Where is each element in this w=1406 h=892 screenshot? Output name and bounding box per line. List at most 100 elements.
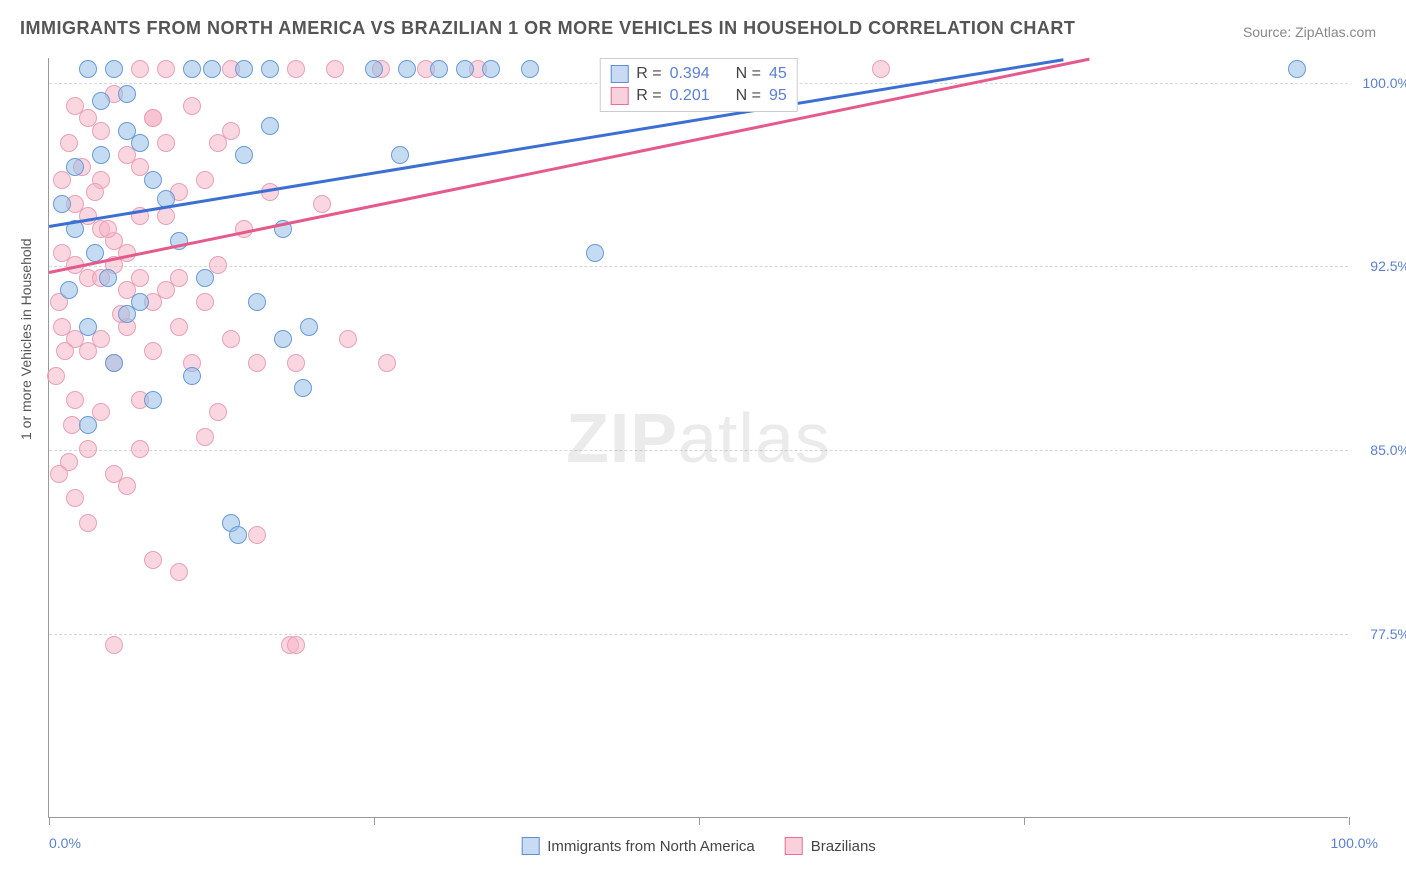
data-point-north-america bbox=[183, 367, 201, 385]
data-point-brazilians bbox=[378, 354, 396, 372]
legend-swatch bbox=[610, 87, 628, 105]
data-point-brazilians bbox=[170, 318, 188, 336]
data-point-north-america bbox=[521, 60, 539, 78]
legend-r-value: 0.394 bbox=[670, 63, 710, 85]
data-point-north-america bbox=[274, 330, 292, 348]
data-point-brazilians bbox=[196, 171, 214, 189]
legend-item: Brazilians bbox=[785, 837, 876, 855]
legend-n-value: 95 bbox=[769, 85, 787, 107]
data-point-north-america bbox=[105, 354, 123, 372]
watermark-bold: ZIP bbox=[566, 399, 678, 477]
data-point-north-america bbox=[79, 60, 97, 78]
data-point-brazilians bbox=[326, 60, 344, 78]
data-point-brazilians bbox=[248, 354, 266, 372]
x-tick-mark bbox=[374, 817, 375, 825]
chart-title: IMMIGRANTS FROM NORTH AMERICA VS BRAZILI… bbox=[20, 18, 1075, 39]
data-point-north-america bbox=[1288, 60, 1306, 78]
data-point-brazilians bbox=[222, 122, 240, 140]
data-point-brazilians bbox=[60, 134, 78, 152]
data-point-brazilians bbox=[313, 195, 331, 213]
data-point-brazilians bbox=[66, 391, 84, 409]
data-point-brazilians bbox=[287, 636, 305, 654]
legend-n-label: N = bbox=[736, 63, 761, 85]
data-point-north-america bbox=[66, 158, 84, 176]
legend-r-label: R = bbox=[636, 63, 661, 85]
source-attribution: Source: ZipAtlas.com bbox=[1243, 24, 1376, 40]
gridline bbox=[49, 450, 1348, 451]
data-point-north-america bbox=[183, 60, 201, 78]
data-point-brazilians bbox=[157, 134, 175, 152]
data-point-brazilians bbox=[118, 477, 136, 495]
data-point-north-america bbox=[118, 85, 136, 103]
data-point-north-america bbox=[261, 117, 279, 135]
legend-item: Immigrants from North America bbox=[521, 837, 755, 855]
data-point-brazilians bbox=[144, 109, 162, 127]
data-point-brazilians bbox=[66, 489, 84, 507]
gridline bbox=[49, 634, 1348, 635]
data-point-north-america bbox=[398, 60, 416, 78]
correlation-legend: R = 0.394 N = 45R =0.201N =95 bbox=[599, 58, 798, 112]
trend-line-brazilians bbox=[49, 58, 1089, 274]
data-point-north-america bbox=[99, 269, 117, 287]
data-point-brazilians bbox=[144, 551, 162, 569]
data-point-north-america bbox=[92, 92, 110, 110]
watermark: ZIPatlas bbox=[566, 398, 831, 478]
data-point-north-america bbox=[248, 293, 266, 311]
y-tick-label: 100.0% bbox=[1355, 75, 1406, 91]
x-tick-mark bbox=[1349, 817, 1350, 825]
legend-series-label: Brazilians bbox=[811, 838, 876, 855]
data-point-north-america bbox=[131, 134, 149, 152]
data-point-brazilians bbox=[287, 60, 305, 78]
x-tick-mark bbox=[49, 817, 50, 825]
data-point-brazilians bbox=[287, 354, 305, 372]
data-point-brazilians bbox=[183, 97, 201, 115]
data-point-north-america bbox=[365, 60, 383, 78]
data-point-brazilians bbox=[196, 428, 214, 446]
data-point-north-america bbox=[196, 269, 214, 287]
data-point-brazilians bbox=[79, 440, 97, 458]
data-point-brazilians bbox=[99, 220, 117, 238]
data-point-brazilians bbox=[86, 183, 104, 201]
data-point-brazilians bbox=[56, 342, 74, 360]
data-point-north-america bbox=[60, 281, 78, 299]
gridline bbox=[49, 266, 1348, 267]
legend-r-label: R = bbox=[636, 85, 661, 107]
y-tick-label: 92.5% bbox=[1355, 258, 1406, 274]
data-point-north-america bbox=[235, 146, 253, 164]
data-point-brazilians bbox=[131, 269, 149, 287]
data-point-north-america bbox=[105, 60, 123, 78]
x-tick-label-max: 100.0% bbox=[1331, 835, 1378, 851]
data-point-north-america bbox=[456, 60, 474, 78]
data-point-brazilians bbox=[131, 440, 149, 458]
legend-row: R = 0.394 N = 45 bbox=[610, 63, 787, 85]
data-point-north-america bbox=[430, 60, 448, 78]
data-point-north-america bbox=[391, 146, 409, 164]
data-point-brazilians bbox=[222, 330, 240, 348]
data-point-north-america bbox=[294, 379, 312, 397]
legend-row: R =0.201N =95 bbox=[610, 85, 787, 107]
data-point-north-america bbox=[79, 416, 97, 434]
data-point-brazilians bbox=[872, 60, 890, 78]
data-point-brazilians bbox=[157, 207, 175, 225]
watermark-rest: atlas bbox=[678, 399, 831, 477]
data-point-brazilians bbox=[209, 403, 227, 421]
series-legend: Immigrants from North America Brazilians bbox=[521, 837, 876, 855]
y-tick-label: 85.0% bbox=[1355, 442, 1406, 458]
data-point-brazilians bbox=[196, 293, 214, 311]
data-point-brazilians bbox=[144, 342, 162, 360]
data-point-brazilians bbox=[170, 269, 188, 287]
legend-n-value: 45 bbox=[769, 63, 787, 85]
data-point-brazilians bbox=[92, 122, 110, 140]
data-point-north-america bbox=[300, 318, 318, 336]
data-point-brazilians bbox=[131, 60, 149, 78]
data-point-north-america bbox=[482, 60, 500, 78]
data-point-north-america bbox=[131, 293, 149, 311]
data-point-brazilians bbox=[47, 367, 65, 385]
data-point-north-america bbox=[235, 60, 253, 78]
data-point-north-america bbox=[203, 60, 221, 78]
data-point-brazilians bbox=[339, 330, 357, 348]
data-point-north-america bbox=[144, 171, 162, 189]
data-point-brazilians bbox=[170, 563, 188, 581]
data-point-brazilians bbox=[248, 526, 266, 544]
data-point-north-america bbox=[92, 146, 110, 164]
